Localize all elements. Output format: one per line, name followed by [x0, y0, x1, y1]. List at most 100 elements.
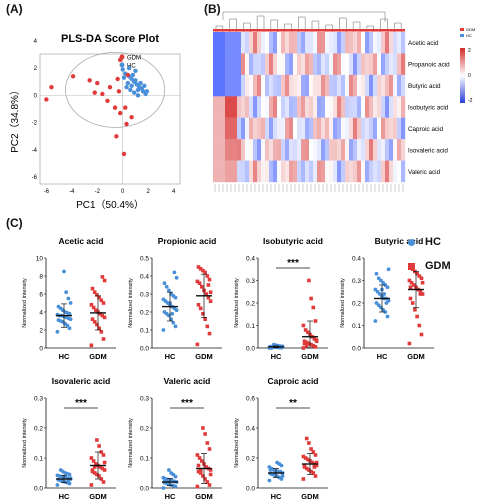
gdm-point [313, 345, 318, 349]
gdm-point [309, 447, 313, 451]
gdm-point [102, 278, 107, 283]
hc-point [164, 284, 169, 289]
heatmap-cell [337, 32, 342, 54]
heatmap-cell [369, 160, 374, 183]
heatmap-cell [381, 160, 386, 183]
heatmap-cell [301, 160, 306, 183]
heatmap-cell [301, 32, 306, 54]
gdm-point [117, 110, 123, 116]
y-tick-label: 0.2 [140, 426, 149, 433]
hc-point [142, 83, 147, 89]
heatmap-cell [289, 74, 294, 97]
gdm-point [114, 134, 119, 139]
heatmap-cell [349, 74, 354, 97]
dot-plot-valeric-acid: Valeric acid 0.0 0.1 0.2 0.3 Normalized inten… [128, 376, 222, 500]
y-tick-label: 0 [39, 346, 43, 353]
gdm-point [105, 98, 110, 104]
heatmap-cell [397, 139, 402, 161]
heatmap-cell [321, 53, 326, 76]
heatmap-cell [397, 53, 402, 76]
x-tick-label: -6 [44, 189, 50, 195]
heatmap-cell [245, 117, 250, 140]
heatmap-cell [401, 96, 406, 118]
hc-point [373, 287, 378, 292]
y-tick-label: 4 [39, 310, 43, 317]
heatmap-cell [245, 53, 250, 76]
hc-point [161, 297, 166, 302]
gdm-point [204, 292, 208, 296]
gdm-point [302, 463, 307, 468]
hc-point [280, 474, 285, 478]
y-tick-label: 0 [34, 93, 38, 99]
heatmap-cell [365, 74, 370, 97]
heatmap-row-label: Acetic acid [408, 40, 439, 47]
x-category-label: GDM [301, 492, 319, 500]
panel-label-b: (B) [204, 2, 221, 16]
gdm-point [313, 453, 318, 457]
column-dendrogram-branch [256, 15, 265, 32]
y-tick-label: 0.2 [140, 310, 149, 317]
y-axis-label: Normalized intensity [22, 418, 28, 468]
heatmap-cell [313, 74, 318, 97]
gdm-point [90, 317, 95, 321]
heatmap-cell [381, 53, 386, 76]
heatmap-cell [353, 32, 358, 54]
heatmap-cell [401, 32, 406, 54]
heatmap-cell [369, 117, 374, 140]
gdm-point [314, 463, 319, 468]
x-category-label: HC [59, 492, 70, 500]
subplot-title: Propionic acid [158, 236, 217, 246]
heatmap-cell [373, 32, 378, 54]
heatmap-cell [289, 160, 294, 183]
heatmap-cell [369, 53, 374, 76]
y-tick-label: 0.4 [352, 256, 361, 263]
heatmap-cell [221, 53, 226, 76]
gdm-point [87, 78, 92, 83]
y-tick-label: 0.1 [140, 328, 149, 335]
confidence-ellipse [65, 52, 166, 128]
heatmap-cell [265, 74, 270, 97]
gdm-point [70, 74, 76, 79]
heatmap-cell [317, 160, 322, 183]
hc-point [124, 84, 129, 90]
column-dendrogram-branch [325, 24, 333, 32]
hc-point [161, 328, 166, 332]
heatmap-cell [257, 53, 262, 76]
gdm-point [89, 483, 94, 487]
heatmap-cell [361, 53, 366, 76]
x-category-label: GDM [195, 492, 213, 500]
x-category-label: GDM [407, 352, 425, 361]
heatmap-cell [305, 32, 310, 54]
x-tick-label: -2 [95, 189, 101, 195]
heatmap-cell [281, 96, 286, 118]
gdm-point [94, 462, 98, 466]
heatmap-cell [373, 53, 378, 76]
heatmap-cell [361, 32, 366, 54]
hc-point [173, 324, 178, 329]
heatmap-cell [237, 74, 242, 97]
heatmap-cell [285, 139, 290, 161]
y-tick-label: 0.1 [352, 323, 361, 330]
heatmap-cell [273, 139, 278, 161]
y-tick-label: 0.2 [246, 301, 255, 308]
gdm-point [98, 312, 102, 316]
x-category-label: GDM [301, 352, 319, 361]
gdm-point [309, 342, 313, 347]
heatmap-cell [349, 117, 354, 140]
gdm-point [91, 305, 96, 310]
heatmap-cell [229, 32, 234, 54]
x-tick-label: 0 [121, 189, 125, 195]
heatmap-cell [269, 74, 274, 97]
gdm-point [95, 438, 99, 442]
heatmap-cell [289, 53, 294, 76]
y-tick-label: 10 [36, 256, 44, 263]
heatmap-cell [213, 74, 218, 97]
heatmap-cell [349, 32, 354, 54]
gdm-point [407, 278, 412, 283]
gdm-point [307, 441, 311, 445]
gdm-point [203, 317, 207, 321]
heatmap-cell [357, 53, 362, 76]
hc-point [174, 275, 179, 280]
heatmap-cell [273, 160, 278, 183]
hc-point [55, 483, 60, 487]
